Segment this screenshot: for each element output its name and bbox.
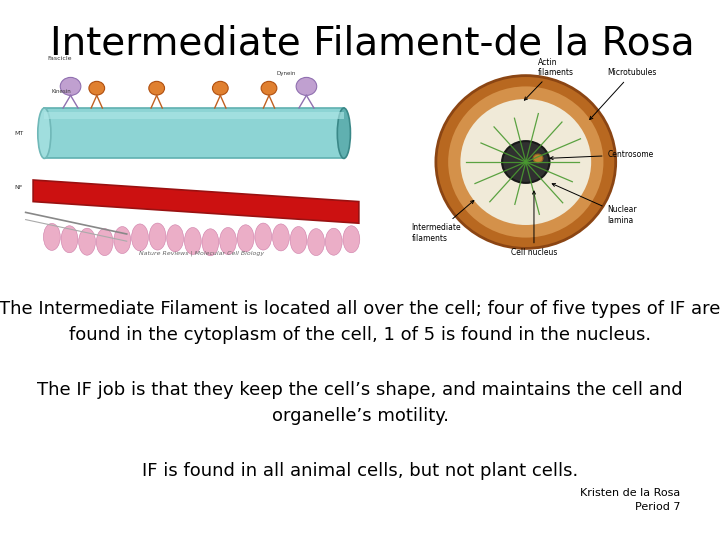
Ellipse shape <box>43 224 60 251</box>
Ellipse shape <box>114 227 131 254</box>
Ellipse shape <box>202 229 219 256</box>
Polygon shape <box>45 108 344 158</box>
Text: Microtubules: Microtubules <box>590 69 657 119</box>
Text: Kristen de la Rosa
Period 7: Kristen de la Rosa Period 7 <box>580 488 680 512</box>
Ellipse shape <box>325 228 342 255</box>
Ellipse shape <box>220 227 236 254</box>
Text: Intermediate Filament-de la Rosa: Intermediate Filament-de la Rosa <box>50 24 695 62</box>
Polygon shape <box>45 112 344 119</box>
Text: Cell nucleus: Cell nucleus <box>510 191 557 258</box>
Ellipse shape <box>338 108 351 158</box>
Text: Dynein: Dynein <box>276 71 296 76</box>
Ellipse shape <box>167 225 184 252</box>
Text: Centrosome: Centrosome <box>550 150 654 160</box>
Text: The IF job is that they keep the cell’s shape, and maintains the cell and
organe: The IF job is that they keep the cell’s … <box>37 381 683 425</box>
Text: Intermediate
filaments: Intermediate filaments <box>411 200 474 242</box>
Ellipse shape <box>96 228 113 255</box>
Ellipse shape <box>343 226 360 253</box>
Text: Nuclear
lamina: Nuclear lamina <box>552 184 637 225</box>
Ellipse shape <box>149 82 165 95</box>
Ellipse shape <box>448 86 603 238</box>
Ellipse shape <box>237 225 254 252</box>
Polygon shape <box>33 180 359 223</box>
Text: NF: NF <box>14 185 23 190</box>
Text: MT: MT <box>14 131 24 136</box>
Text: Kinesin: Kinesin <box>52 89 71 93</box>
Ellipse shape <box>184 227 201 254</box>
Ellipse shape <box>89 82 104 95</box>
Ellipse shape <box>436 76 616 248</box>
Text: IF is found in all animal cells, but not plant cells.: IF is found in all animal cells, but not… <box>142 462 578 480</box>
Text: Nature Reviews | Molecular Cell Biology: Nature Reviews | Molecular Cell Biology <box>139 251 264 256</box>
Ellipse shape <box>290 227 307 254</box>
Ellipse shape <box>132 224 148 251</box>
Text: Fascicle: Fascicle <box>47 56 71 61</box>
Ellipse shape <box>502 141 549 183</box>
Text: The Intermediate Filament is located all over the cell; four of five types of IF: The Intermediate Filament is located all… <box>0 300 720 344</box>
Ellipse shape <box>296 77 317 96</box>
Ellipse shape <box>78 228 96 255</box>
Ellipse shape <box>60 77 81 96</box>
Ellipse shape <box>533 154 543 163</box>
Ellipse shape <box>38 108 51 158</box>
Ellipse shape <box>255 223 271 250</box>
Ellipse shape <box>307 228 325 255</box>
Text: Actin
filaments: Actin filaments <box>524 58 574 100</box>
Ellipse shape <box>212 82 228 95</box>
Ellipse shape <box>261 82 277 95</box>
Ellipse shape <box>61 226 78 253</box>
Ellipse shape <box>272 224 289 251</box>
Ellipse shape <box>149 223 166 250</box>
Ellipse shape <box>460 99 591 225</box>
